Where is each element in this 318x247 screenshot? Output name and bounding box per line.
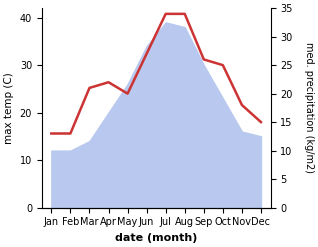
Y-axis label: med. precipitation (kg/m2): med. precipitation (kg/m2) (304, 42, 314, 173)
X-axis label: date (month): date (month) (115, 233, 197, 243)
Y-axis label: max temp (C): max temp (C) (4, 72, 14, 144)
